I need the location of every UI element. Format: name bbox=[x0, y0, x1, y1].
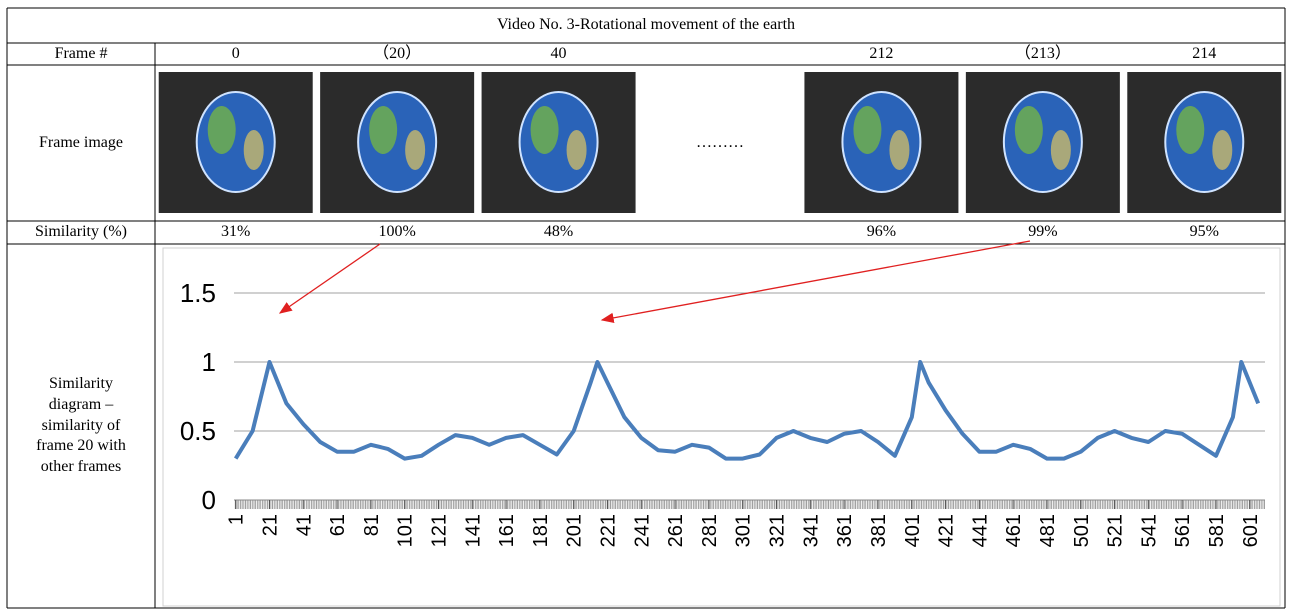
minor-ticks bbox=[234, 500, 1265, 509]
x-tick-label: 381 bbox=[868, 514, 890, 547]
x-tick-label: 41 bbox=[293, 514, 315, 536]
similarity-value: 100% bbox=[316, 221, 477, 244]
similarity-value: 96% bbox=[801, 221, 962, 244]
land bbox=[1212, 130, 1232, 170]
x-tick-label: 321 bbox=[767, 514, 789, 547]
land bbox=[567, 130, 587, 170]
x-tick-label: 201 bbox=[564, 514, 586, 547]
land bbox=[1015, 106, 1043, 154]
x-tick-label: 341 bbox=[800, 514, 822, 547]
x-tick-label: 361 bbox=[834, 514, 856, 547]
x-tick-label: 261 bbox=[665, 514, 687, 547]
x-tick-label: 81 bbox=[361, 514, 383, 536]
x-tick-label: 581 bbox=[1206, 514, 1228, 547]
x-tick-label: 281 bbox=[699, 514, 721, 547]
similarity-value: 48% bbox=[478, 221, 639, 244]
frame-number: 0 bbox=[155, 43, 316, 65]
globe bbox=[842, 92, 920, 192]
land bbox=[531, 106, 559, 154]
x-tick-label: 481 bbox=[1037, 514, 1059, 547]
row-label: Frame # bbox=[7, 43, 155, 65]
x-tick-label: 501 bbox=[1071, 514, 1093, 547]
row-label: Frame image bbox=[39, 65, 123, 221]
x-tick-label: 401 bbox=[902, 514, 924, 547]
x-tick-label: 1 bbox=[226, 514, 248, 525]
globe bbox=[1165, 92, 1243, 192]
frame-number: 212 bbox=[801, 43, 962, 65]
frame-number: （213） bbox=[962, 43, 1123, 65]
x-tick-label: 221 bbox=[598, 514, 620, 547]
ellipsis: ……… bbox=[639, 65, 800, 221]
x-tick-label: 521 bbox=[1105, 514, 1127, 547]
globe bbox=[358, 92, 436, 192]
row-label: Similarity (%) bbox=[7, 221, 155, 244]
page: 00.511.512141618110112114116118120122124… bbox=[0, 0, 1294, 610]
similarity-value: 99% bbox=[962, 221, 1123, 244]
y-tick-label: 0 bbox=[202, 485, 216, 515]
y-tick-label: 1 bbox=[202, 347, 216, 377]
similarity-value: 95% bbox=[1124, 221, 1285, 244]
chart-frame bbox=[163, 248, 1280, 606]
x-tick-label: 61 bbox=[327, 514, 349, 536]
x-tick-label: 21 bbox=[259, 514, 281, 536]
globe bbox=[197, 92, 275, 192]
land bbox=[889, 130, 909, 170]
y-tick-label: 0.5 bbox=[180, 416, 216, 446]
globe bbox=[520, 92, 598, 192]
arrows bbox=[280, 241, 1030, 320]
x-tick-label: 541 bbox=[1138, 514, 1160, 547]
x-tick-label: 181 bbox=[530, 514, 552, 547]
y-tick-label: 1.5 bbox=[180, 278, 216, 308]
series-line bbox=[236, 362, 1258, 459]
x-tick-label: 241 bbox=[631, 514, 653, 547]
x-tick-label: 101 bbox=[395, 514, 417, 547]
row-label: Similarity diagram –similarity of frame … bbox=[26, 244, 136, 608]
x-tick-label: 421 bbox=[936, 514, 958, 547]
x-tick-label: 561 bbox=[1172, 514, 1194, 547]
frame-number: （20） bbox=[316, 43, 477, 65]
land bbox=[405, 130, 425, 170]
x-tick-label: 601 bbox=[1240, 514, 1262, 547]
land bbox=[208, 106, 236, 154]
x-tick-label: 301 bbox=[733, 514, 755, 547]
land bbox=[853, 106, 881, 154]
table-title: Video No. 3-Rotational movement of the e… bbox=[7, 8, 1285, 43]
x-tick-label: 441 bbox=[969, 514, 991, 547]
globe bbox=[1004, 92, 1082, 192]
x-tick-label: 461 bbox=[1003, 514, 1025, 547]
land bbox=[244, 130, 264, 170]
land bbox=[1176, 106, 1204, 154]
similarity-value: 31% bbox=[155, 221, 316, 244]
frame-number: 40 bbox=[478, 43, 639, 65]
land bbox=[1051, 130, 1071, 170]
frame-number: 214 bbox=[1124, 43, 1285, 65]
x-tick-label: 121 bbox=[429, 514, 451, 547]
x-tick-label: 161 bbox=[496, 514, 518, 547]
land bbox=[369, 106, 397, 154]
x-tick-label: 141 bbox=[462, 514, 484, 547]
